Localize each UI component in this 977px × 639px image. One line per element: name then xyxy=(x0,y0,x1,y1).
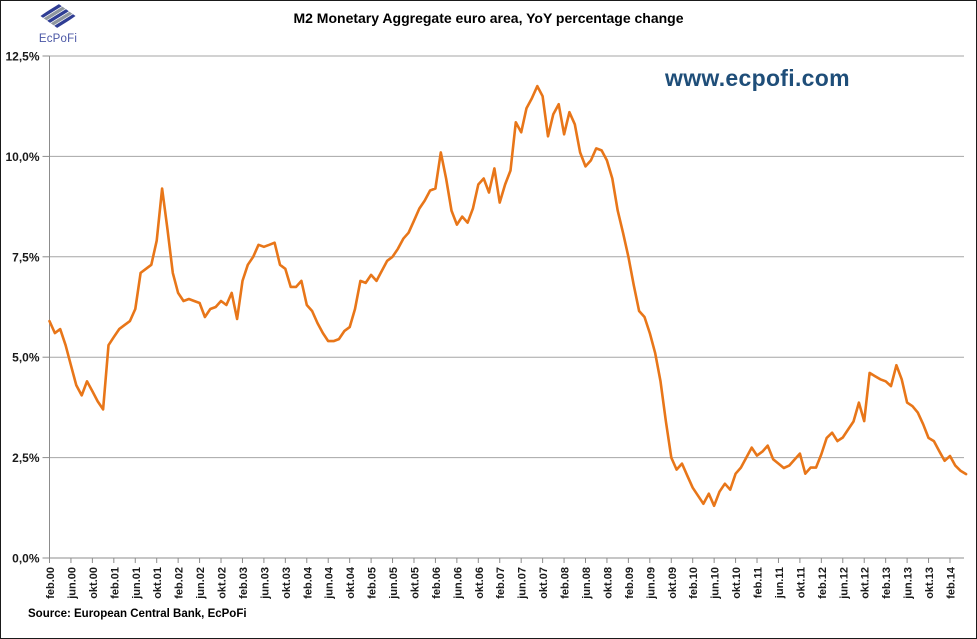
x-axis-label: jun.05 xyxy=(388,567,400,600)
ecpofi-logo: EcPoFi xyxy=(34,3,82,45)
x-axis-label: feb.10 xyxy=(688,567,700,599)
x-axis-label: okt.03 xyxy=(281,567,293,599)
y-axis-label: 7,5% xyxy=(12,250,40,264)
x-axis-label: jun.04 xyxy=(324,566,336,600)
x-axis-label: feb.09 xyxy=(624,567,636,599)
x-axis-label: jun.08 xyxy=(581,567,593,600)
watermark-url: www.ecpofi.com xyxy=(665,65,850,91)
x-axis-label: okt.02 xyxy=(217,567,229,599)
x-axis-label: jun.01 xyxy=(131,567,143,600)
x-axis-label: okt.10 xyxy=(731,567,743,599)
x-axis-label: okt.06 xyxy=(474,567,486,599)
x-axis-label: okt.01 xyxy=(152,567,164,599)
x-axis-label: okt.05 xyxy=(409,567,421,599)
x-axis-label: okt.11 xyxy=(795,567,807,598)
ecpofi-logo-diamond-icon xyxy=(40,3,76,29)
x-axis-label: feb.06 xyxy=(431,567,443,599)
x-axis-label: okt.04 xyxy=(345,566,357,599)
x-axis-label: jun.11 xyxy=(774,567,786,599)
x-axis-label: feb.12 xyxy=(817,567,829,599)
x-axis-label: feb.08 xyxy=(560,567,572,599)
x-axis-label: jun.06 xyxy=(452,567,464,600)
x-axis-label: jun.03 xyxy=(259,567,271,600)
x-axis-label: okt.00 xyxy=(88,567,100,599)
y-axis-label: 10,0% xyxy=(5,150,39,164)
x-axis-label: feb.02 xyxy=(174,567,186,599)
x-axis-label: okt.07 xyxy=(538,567,550,599)
x-axis-label: jun.00 xyxy=(66,567,78,600)
x-axis-label: jun.02 xyxy=(195,567,207,600)
x-axis-label: feb.11 xyxy=(753,567,765,598)
chart-title: M2 Monetary Aggregate euro area, YoY per… xyxy=(293,10,684,26)
x-axis-label: jun.10 xyxy=(710,567,722,600)
y-axis-label: 2,5% xyxy=(12,451,40,465)
x-axis-label: feb.14 xyxy=(945,566,957,599)
x-axis-label: feb.04 xyxy=(302,566,314,599)
y-axis-label: 5,0% xyxy=(12,351,40,365)
m2-series-line xyxy=(48,84,968,508)
x-axis-label: feb.00 xyxy=(45,567,57,599)
x-axis-label: okt.12 xyxy=(860,567,872,599)
x-axis-label: feb.13 xyxy=(881,567,893,599)
x-axis-label: feb.03 xyxy=(238,567,250,599)
x-axis-label: okt.09 xyxy=(667,567,679,599)
x-axis-label: feb.05 xyxy=(367,567,379,599)
x-axis-label: okt.13 xyxy=(924,567,936,599)
m2-yoy-line-chart: 0,0% 2,5% 5,0% 7,5% 10,0% 12,5% feb.00 jun.00 ok… xyxy=(5,50,968,600)
x-axis-label: feb.01 xyxy=(109,567,121,599)
ecpofi-logo-text: EcPoFi xyxy=(38,33,78,45)
x-axis-label: jun.07 xyxy=(517,567,529,600)
x-axis-label: jun.09 xyxy=(645,567,657,600)
x-axis-label: jun.13 xyxy=(903,567,915,600)
x-axis-label: jun.12 xyxy=(838,567,850,600)
source-text: Source: European Central Bank, EcPoFi xyxy=(28,608,247,620)
x-axis-label: okt.08 xyxy=(602,567,614,599)
y-axis-label: 12,5% xyxy=(5,50,39,64)
x-axis-label: feb.07 xyxy=(495,567,507,599)
y-axis-label: 0,0% xyxy=(12,552,40,566)
